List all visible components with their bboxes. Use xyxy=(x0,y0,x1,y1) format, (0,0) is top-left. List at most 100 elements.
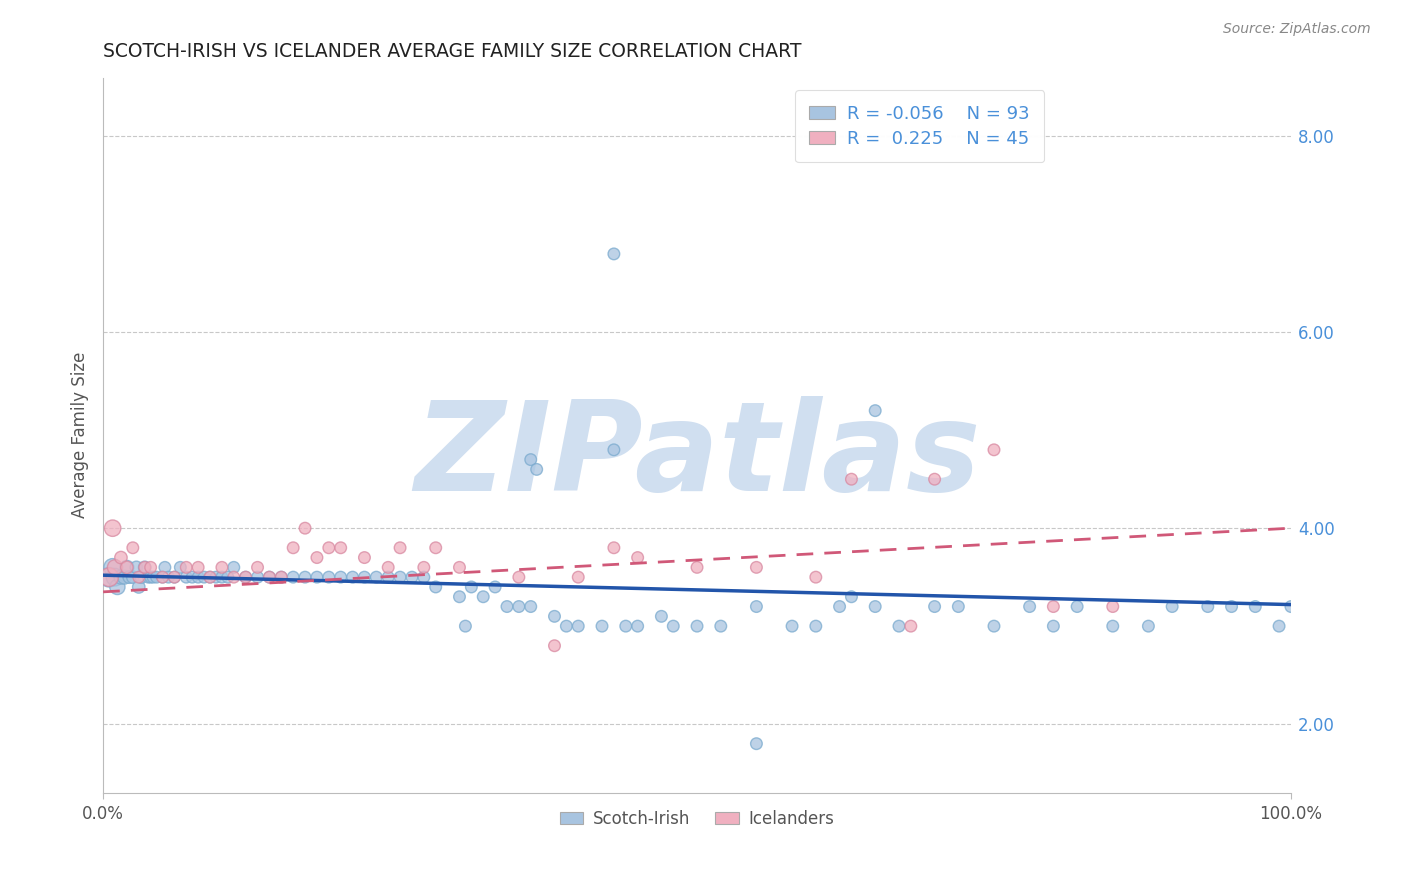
Point xyxy=(1197,599,1219,614)
Point xyxy=(389,541,412,555)
Point xyxy=(745,737,768,751)
Point xyxy=(412,560,434,574)
Point xyxy=(401,570,423,584)
Point xyxy=(1101,619,1123,633)
Point xyxy=(1042,599,1064,614)
Point xyxy=(543,609,565,624)
Point xyxy=(329,541,352,555)
Point xyxy=(484,580,506,594)
Point xyxy=(567,619,589,633)
Point xyxy=(235,570,257,584)
Point xyxy=(134,560,156,574)
Point xyxy=(508,570,530,584)
Point xyxy=(1220,599,1243,614)
Point xyxy=(353,550,375,565)
Point xyxy=(142,570,165,584)
Point xyxy=(98,570,121,584)
Point xyxy=(983,442,1005,457)
Y-axis label: Average Family Size: Average Family Size xyxy=(72,352,89,518)
Point xyxy=(686,619,709,633)
Point xyxy=(139,570,162,584)
Point xyxy=(603,541,626,555)
Point xyxy=(412,570,434,584)
Point xyxy=(235,570,257,584)
Text: Source: ZipAtlas.com: Source: ZipAtlas.com xyxy=(1223,22,1371,37)
Point xyxy=(294,521,316,535)
Point xyxy=(329,570,352,584)
Point xyxy=(686,560,709,574)
Point xyxy=(98,570,121,584)
Point xyxy=(425,541,447,555)
Point xyxy=(104,570,127,584)
Point xyxy=(305,570,328,584)
Point xyxy=(169,560,191,574)
Point xyxy=(454,619,477,633)
Text: ZIPatlas: ZIPatlas xyxy=(413,396,980,517)
Point xyxy=(887,619,910,633)
Point xyxy=(125,560,148,574)
Point xyxy=(342,570,364,584)
Point xyxy=(187,570,209,584)
Point xyxy=(614,619,637,633)
Point xyxy=(745,560,768,574)
Point xyxy=(118,570,141,584)
Point xyxy=(519,599,541,614)
Point xyxy=(187,560,209,574)
Point xyxy=(110,570,132,584)
Point xyxy=(205,570,228,584)
Point xyxy=(841,472,863,486)
Point xyxy=(163,570,186,584)
Point xyxy=(174,560,197,574)
Point xyxy=(1042,619,1064,633)
Point xyxy=(294,570,316,584)
Point xyxy=(153,560,176,574)
Point xyxy=(627,619,650,633)
Point xyxy=(198,570,221,584)
Point xyxy=(591,619,613,633)
Point xyxy=(377,570,399,584)
Point xyxy=(472,590,495,604)
Point xyxy=(924,472,946,486)
Point xyxy=(129,570,152,584)
Point xyxy=(136,570,159,584)
Point xyxy=(110,550,132,565)
Point xyxy=(780,619,803,633)
Point xyxy=(152,570,174,584)
Point xyxy=(152,570,174,584)
Point xyxy=(283,541,305,555)
Point xyxy=(318,541,340,555)
Point xyxy=(163,570,186,584)
Point xyxy=(627,550,650,565)
Point xyxy=(1066,599,1088,614)
Point xyxy=(128,570,150,584)
Point xyxy=(496,599,519,614)
Point xyxy=(139,560,162,574)
Point xyxy=(246,560,269,574)
Point xyxy=(804,619,827,633)
Point xyxy=(217,570,239,584)
Point xyxy=(105,580,128,594)
Point xyxy=(246,570,269,584)
Point xyxy=(710,619,733,633)
Text: SCOTCH-IRISH VS ICELANDER AVERAGE FAMILY SIZE CORRELATION CHART: SCOTCH-IRISH VS ICELANDER AVERAGE FAMILY… xyxy=(103,42,801,61)
Point xyxy=(157,570,180,584)
Point xyxy=(828,599,851,614)
Point xyxy=(181,570,204,584)
Point xyxy=(270,570,292,584)
Point xyxy=(948,599,970,614)
Point xyxy=(449,590,471,604)
Point xyxy=(841,590,863,604)
Point xyxy=(555,619,578,633)
Point xyxy=(1268,619,1291,633)
Point xyxy=(101,560,124,574)
Point xyxy=(283,570,305,584)
Point xyxy=(128,580,150,594)
Point xyxy=(543,639,565,653)
Point xyxy=(211,570,233,584)
Point xyxy=(259,570,281,584)
Point xyxy=(114,570,136,584)
Point xyxy=(270,570,292,584)
Point xyxy=(508,599,530,614)
Point xyxy=(863,403,886,417)
Point xyxy=(193,570,215,584)
